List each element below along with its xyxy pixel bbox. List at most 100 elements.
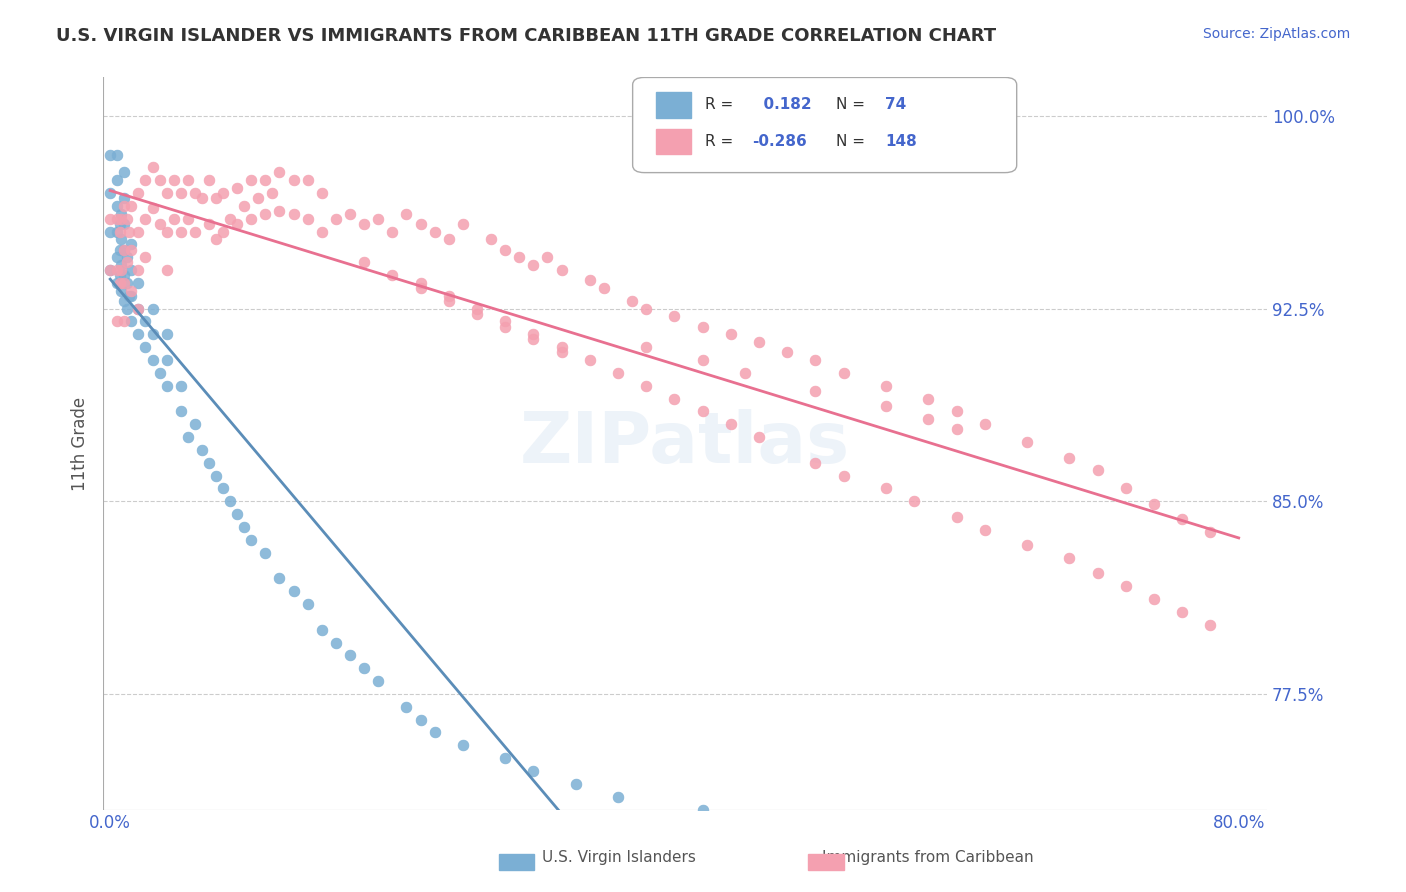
Point <box>226 507 249 521</box>
Bar <box>657 128 690 154</box>
Point <box>226 181 249 195</box>
Point <box>205 232 228 246</box>
Point <box>170 186 193 200</box>
Point <box>832 468 855 483</box>
Point <box>748 430 770 444</box>
Point <box>105 250 128 264</box>
Point <box>395 699 418 714</box>
Point <box>254 206 277 220</box>
Point <box>115 301 138 316</box>
Point <box>636 301 658 316</box>
Point <box>875 378 897 392</box>
Point <box>115 255 138 269</box>
Text: N =: N = <box>837 97 870 112</box>
Point <box>108 217 131 231</box>
Point <box>536 250 558 264</box>
Point <box>134 250 156 264</box>
Point <box>692 353 714 368</box>
Point <box>177 211 200 226</box>
Point <box>117 289 139 303</box>
Point <box>1059 550 1081 565</box>
Point <box>494 314 516 328</box>
Point <box>240 533 263 547</box>
Point <box>325 211 347 226</box>
Point <box>112 293 135 308</box>
Point <box>804 384 827 398</box>
Point <box>832 366 855 380</box>
Point <box>105 314 128 328</box>
Point <box>367 674 389 689</box>
Point <box>141 301 163 316</box>
Point <box>98 225 121 239</box>
Point <box>720 417 742 432</box>
Point <box>127 301 149 316</box>
Point <box>108 268 131 283</box>
Point <box>564 777 586 791</box>
Point <box>423 225 446 239</box>
Point <box>240 173 263 187</box>
Point <box>112 217 135 231</box>
Point <box>550 345 572 359</box>
Point <box>437 293 460 308</box>
Point <box>212 186 235 200</box>
Point <box>127 301 149 316</box>
Point <box>494 243 516 257</box>
Point <box>720 327 742 342</box>
Text: N =: N = <box>837 134 870 149</box>
Point <box>1115 579 1137 593</box>
Point <box>177 173 200 187</box>
Point <box>112 199 135 213</box>
Point <box>155 186 177 200</box>
Point <box>191 191 214 205</box>
Point <box>1017 435 1039 450</box>
Point <box>105 173 128 187</box>
Point <box>311 186 333 200</box>
Point <box>155 225 177 239</box>
Point <box>1143 497 1166 511</box>
Point <box>269 165 291 179</box>
Point <box>903 494 925 508</box>
Point <box>205 468 228 483</box>
Point <box>494 319 516 334</box>
Point <box>198 456 221 470</box>
Point <box>110 263 132 277</box>
Point <box>254 173 277 187</box>
Point <box>254 546 277 560</box>
Point <box>1115 482 1137 496</box>
Point <box>226 217 249 231</box>
Point <box>110 211 132 226</box>
Point <box>692 803 714 817</box>
Point <box>409 276 432 290</box>
Point <box>205 191 228 205</box>
Point <box>105 263 128 277</box>
Text: 148: 148 <box>886 134 917 149</box>
Point <box>437 232 460 246</box>
Point <box>141 327 163 342</box>
Point <box>522 764 544 778</box>
Point <box>184 186 207 200</box>
Point <box>353 661 375 675</box>
Text: ZIPatlas: ZIPatlas <box>520 409 851 478</box>
Point <box>112 276 135 290</box>
Point <box>110 258 132 272</box>
Point <box>875 399 897 413</box>
Point <box>105 147 128 161</box>
Point <box>297 173 319 187</box>
Point <box>494 751 516 765</box>
Point <box>465 307 488 321</box>
Point <box>804 353 827 368</box>
Point <box>120 237 142 252</box>
Point <box>1143 591 1166 606</box>
Point <box>1087 463 1109 477</box>
Point <box>692 319 714 334</box>
Point <box>917 392 939 406</box>
Point <box>945 509 967 524</box>
Point <box>734 366 756 380</box>
Point <box>184 417 207 432</box>
Point <box>148 366 170 380</box>
Point <box>479 232 502 246</box>
Point <box>381 268 404 283</box>
Point <box>578 353 600 368</box>
Text: Immigrants from Caribbean: Immigrants from Caribbean <box>823 850 1033 865</box>
Point <box>98 147 121 161</box>
